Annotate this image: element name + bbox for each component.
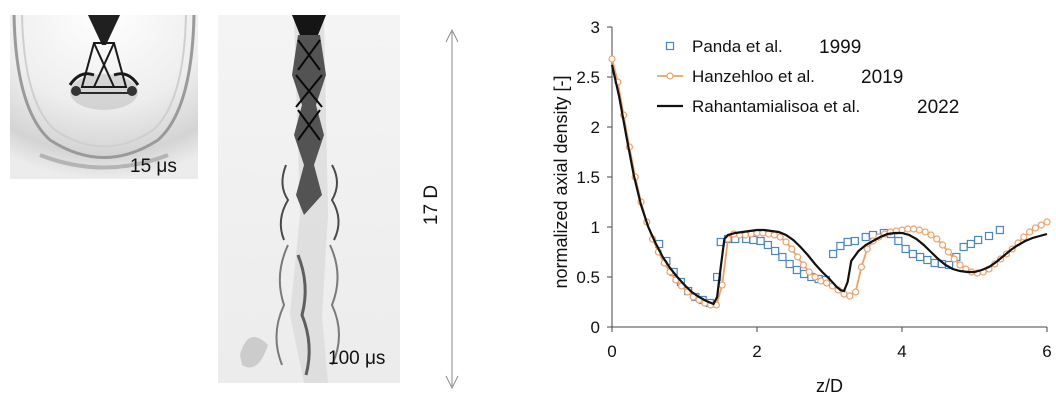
schlieren-image-100us [218, 15, 400, 383]
x-tick-label: 4 [897, 342, 906, 361]
legend-year: 2022 [917, 97, 959, 118]
data-point-hanzehloo [853, 289, 859, 295]
y-axis-label: normalized axial density [-] [551, 75, 571, 288]
data-point-hanzehloo [789, 246, 795, 252]
data-point-hanzehloo [934, 236, 940, 242]
data-point-panda [986, 233, 993, 240]
data-point-panda [793, 267, 800, 274]
data-point-panda [862, 234, 869, 241]
data-point-hanzehloo [1032, 225, 1038, 231]
data-point-hanzehloo [818, 278, 824, 284]
data-point-hanzehloo [806, 269, 812, 275]
y-tick-label: 2 [591, 118, 600, 137]
data-point-hanzehloo [800, 262, 806, 268]
data-point-panda [837, 243, 844, 250]
data-point-hanzehloo [812, 274, 818, 280]
data-point-panda [757, 238, 764, 245]
y-tick-label: 1.5 [576, 168, 600, 187]
y-tick-label: 2.5 [576, 68, 600, 87]
data-point-panda [779, 254, 786, 261]
data-point-hanzehloo [609, 56, 615, 62]
data-point-panda [996, 227, 1003, 234]
x-tick-label: 2 [752, 342, 761, 361]
y-tick-label: 1 [591, 218, 600, 237]
data-point-panda [764, 242, 771, 249]
data-point-hanzehloo [928, 232, 934, 238]
data-point-hanzehloo [719, 282, 725, 288]
data-point-panda [772, 248, 779, 255]
legend-year: 2019 [861, 67, 903, 88]
length-label: 17 D [421, 185, 442, 225]
length-dimension-arrow: 17 D [400, 10, 510, 390]
data-point-panda [902, 246, 909, 253]
data-point-hanzehloo [847, 293, 853, 299]
x-axis-label: z/D [816, 376, 843, 396]
data-point-hanzehloo [1038, 222, 1044, 228]
data-point-panda [851, 238, 858, 245]
data-point-hanzehloo [911, 226, 917, 232]
data-point-hanzehloo [922, 229, 928, 235]
data-point-panda [830, 251, 837, 258]
data-point-panda [909, 251, 916, 258]
data-point-panda [931, 260, 938, 267]
data-point-hanzehloo [905, 226, 911, 232]
data-point-panda [917, 254, 924, 261]
legend-year: 1999 [819, 37, 861, 58]
axial-density-chart: 0 0.5 1 1.5 2 2.5 3 0 2 4 6 z/D normalized axial den… [500, 0, 1056, 401]
legend-marker-hanzehloo [667, 73, 673, 79]
data-point-hanzehloo [1044, 219, 1050, 225]
data-point-hanzehloo [940, 242, 946, 248]
y-tick-label: 3 [591, 18, 600, 37]
time-label-100us: 100 μs [328, 348, 385, 370]
data-point-hanzehloo [858, 264, 864, 270]
data-point-panda [960, 244, 967, 251]
data-point-hanzehloo [771, 232, 777, 238]
data-point-hanzehloo [1027, 229, 1033, 235]
time-label-15us: 15 μs [130, 156, 177, 178]
data-point-hanzehloo [824, 280, 830, 286]
legend-label: Hanzehloo et al. [692, 67, 815, 86]
data-point-hanzehloo [916, 227, 922, 233]
data-point-hanzehloo [795, 254, 801, 260]
data-point-panda [924, 257, 931, 264]
legend-label: Rahantamialisoa et al. [692, 97, 860, 116]
data-point-hanzehloo [957, 262, 963, 268]
data-point-hanzehloo [945, 249, 951, 255]
y-tick-label: 0 [591, 318, 600, 337]
data-point-hanzehloo [783, 239, 789, 245]
y-tick-label: 0.5 [576, 268, 600, 287]
data-point-panda [975, 237, 982, 244]
data-point-panda [844, 239, 851, 246]
legend-marker-panda [667, 43, 674, 50]
data-point-hanzehloo [777, 234, 783, 240]
x-tick-label: 0 [607, 342, 616, 361]
data-point-panda [895, 238, 902, 245]
data-point-panda [786, 261, 793, 268]
data-point-hanzehloo [1021, 234, 1027, 240]
legend-label: Panda et al. [692, 37, 783, 56]
data-point-hanzehloo [951, 256, 957, 262]
x-tick-label: 6 [1042, 342, 1051, 361]
data-point-panda [967, 241, 974, 248]
schlieren-image-15us [10, 15, 198, 179]
